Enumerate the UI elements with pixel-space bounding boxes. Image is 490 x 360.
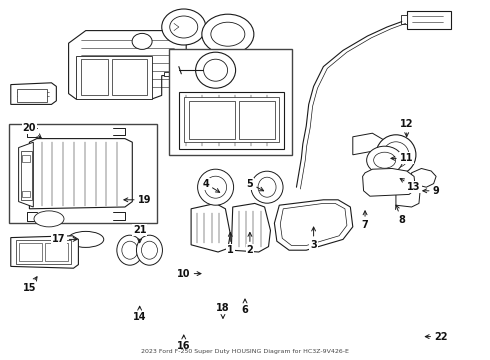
- Bar: [76, 56, 152, 99]
- Ellipse shape: [122, 241, 138, 259]
- Ellipse shape: [205, 176, 226, 198]
- Bar: [22, 191, 30, 197]
- Polygon shape: [280, 203, 347, 246]
- Text: 5: 5: [246, 179, 264, 191]
- Text: 1: 1: [227, 233, 234, 255]
- Ellipse shape: [132, 33, 152, 49]
- Ellipse shape: [376, 135, 416, 175]
- Text: 14: 14: [133, 306, 147, 322]
- Polygon shape: [412, 168, 436, 187]
- Bar: [19, 243, 42, 261]
- Text: 13: 13: [400, 179, 421, 192]
- Bar: [407, 11, 451, 29]
- Text: 12: 12: [400, 119, 414, 136]
- Ellipse shape: [258, 177, 276, 197]
- Bar: [16, 240, 71, 264]
- Polygon shape: [69, 31, 186, 99]
- Bar: [45, 243, 68, 261]
- Ellipse shape: [383, 142, 409, 168]
- Ellipse shape: [117, 235, 143, 265]
- Text: 19: 19: [124, 195, 151, 205]
- Text: 3: 3: [310, 227, 317, 250]
- Text: 2: 2: [246, 233, 253, 255]
- Text: 2023 Ford F-250 Super Duty HOUSING Diagram for HC3Z-9V426-E: 2023 Ford F-250 Super Duty HOUSING Diagr…: [141, 349, 349, 354]
- Ellipse shape: [211, 22, 245, 46]
- Ellipse shape: [196, 52, 236, 88]
- Ellipse shape: [204, 59, 227, 81]
- Bar: [9, 124, 157, 223]
- Polygon shape: [19, 142, 33, 207]
- Text: 16: 16: [177, 335, 191, 351]
- Polygon shape: [401, 15, 407, 24]
- Polygon shape: [164, 72, 186, 76]
- Ellipse shape: [136, 235, 163, 265]
- Text: 7: 7: [362, 211, 368, 230]
- Bar: [22, 155, 30, 162]
- Ellipse shape: [367, 146, 403, 174]
- Text: 9: 9: [423, 186, 440, 196]
- Text: 17: 17: [52, 234, 77, 244]
- Text: 6: 6: [242, 299, 248, 315]
- Bar: [189, 101, 235, 139]
- Ellipse shape: [34, 211, 64, 227]
- Polygon shape: [11, 236, 78, 268]
- Polygon shape: [29, 139, 132, 209]
- Ellipse shape: [162, 9, 206, 45]
- Text: 15: 15: [23, 277, 37, 293]
- Bar: [17, 89, 47, 102]
- Text: 8: 8: [395, 205, 405, 225]
- Ellipse shape: [142, 241, 157, 259]
- Bar: [112, 59, 147, 95]
- Polygon shape: [191, 203, 230, 252]
- Text: 11: 11: [391, 153, 414, 163]
- Polygon shape: [274, 200, 353, 250]
- Bar: [239, 101, 275, 139]
- Text: 4: 4: [202, 179, 220, 192]
- Polygon shape: [11, 83, 56, 104]
- Polygon shape: [353, 133, 385, 155]
- Polygon shape: [363, 168, 416, 196]
- Text: 20: 20: [23, 123, 41, 138]
- Text: 18: 18: [216, 303, 230, 318]
- Polygon shape: [179, 92, 284, 149]
- Text: 22: 22: [425, 332, 448, 342]
- Bar: [21, 151, 32, 200]
- Bar: [184, 97, 279, 142]
- Ellipse shape: [251, 171, 283, 203]
- Bar: [81, 59, 108, 95]
- Ellipse shape: [68, 231, 104, 247]
- Ellipse shape: [202, 14, 254, 54]
- Ellipse shape: [170, 16, 198, 38]
- Polygon shape: [231, 203, 270, 252]
- Polygon shape: [396, 183, 420, 207]
- Bar: [169, 49, 292, 155]
- Ellipse shape: [197, 169, 234, 205]
- Text: 21: 21: [133, 225, 147, 243]
- Ellipse shape: [374, 152, 395, 168]
- Text: 10: 10: [177, 269, 201, 279]
